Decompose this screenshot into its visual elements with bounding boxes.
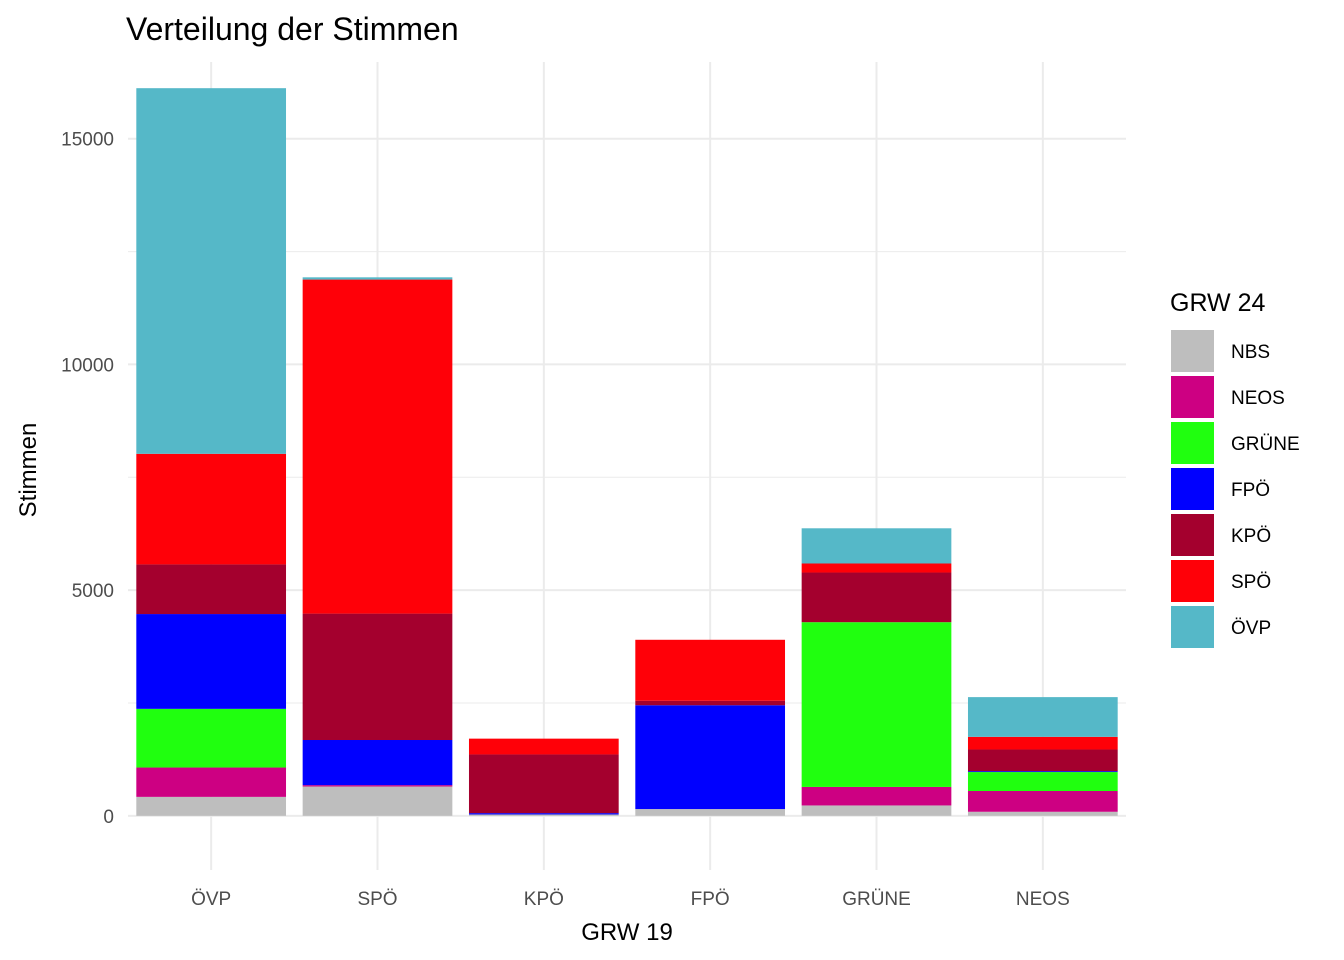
- bar-stack-neos: [967, 697, 1118, 816]
- bar-segment-spoe-fpoe: [302, 739, 453, 786]
- bar-segment-oevp-fpoe: [136, 614, 287, 709]
- bar-stack-fpoe: [635, 639, 786, 816]
- bar-stack-gruene: [801, 528, 952, 816]
- bar-segment-oevp-gruene: [136, 708, 287, 768]
- bar-segment-neos-nbs: [967, 811, 1118, 816]
- bar-segment-kpoe-kpoe: [468, 754, 619, 814]
- bar-segment-fpoe-fpoe: [635, 705, 786, 810]
- x-tick-label-oevp: ÖVP: [191, 889, 231, 910]
- legend-key-spoe: [1171, 560, 1214, 602]
- bar-segment-gruene-neos: [801, 786, 952, 806]
- bar-segment-neos-neos: [967, 791, 1118, 812]
- bar-segment-fpoe-kpoe: [635, 700, 786, 706]
- legend-label-fpoe: FPÖ: [1231, 480, 1270, 501]
- legend: GRW 24 NBS NEOS GRÜNE FPÖ KPÖ SPÖ ÖVP: [1170, 289, 1300, 648]
- legend-item-fpoe: FPÖ: [1171, 468, 1270, 510]
- y-tick-label-10000: 10000: [61, 355, 114, 376]
- bar-segment-oevp-spoe: [136, 453, 287, 565]
- legend-key-fpoe: [1171, 468, 1214, 510]
- x-tick-label-spoe: SPÖ: [357, 889, 397, 910]
- bar-segment-kpoe-nbs: [468, 814, 619, 816]
- bar-segment-gruene-spoe: [801, 563, 952, 573]
- x-axis-tick-labels: ÖVP SPÖ KPÖ FPÖ GRÜNE NEOS: [191, 889, 1070, 910]
- bar-segment-spoe-nbs: [302, 786, 453, 816]
- bar-segment-kpoe-fpoe: [468, 813, 619, 815]
- bar-segment-neos-fpoe: [967, 771, 1118, 773]
- x-tick-label-gruene: GRÜNE: [842, 889, 911, 910]
- bar-segment-neos-spoe: [967, 736, 1118, 750]
- bar-segment-oevp-neos: [136, 767, 287, 797]
- legend-label-kpoe: KPÖ: [1231, 526, 1271, 547]
- legend-item-gruene: GRÜNE: [1171, 422, 1300, 464]
- chart-title: Verteilung der Stimmen: [126, 11, 459, 47]
- legend-key-oevp: [1171, 606, 1214, 648]
- x-tick-label-neos: NEOS: [1016, 889, 1070, 910]
- bar-stack-oevp: [136, 88, 287, 816]
- legend-label-neos: NEOS: [1231, 388, 1285, 409]
- y-axis-tick-labels: 0 5000 10000 15000: [61, 130, 114, 828]
- legend-label-spoe: SPÖ: [1231, 572, 1271, 593]
- legend-label-gruene: GRÜNE: [1231, 434, 1300, 455]
- legend-item-neos: NEOS: [1171, 376, 1285, 418]
- x-tick-label-kpoe: KPÖ: [524, 889, 564, 910]
- y-tick-label-5000: 5000: [72, 581, 114, 602]
- legend-label-oevp: ÖVP: [1231, 618, 1271, 639]
- legend-label-nbs: NBS: [1231, 342, 1270, 363]
- y-axis-title: Stimmen: [15, 423, 42, 518]
- y-tick-label-15000: 15000: [61, 130, 114, 151]
- legend-key-neos: [1171, 376, 1214, 418]
- bars-layer: [136, 88, 1118, 816]
- bar-segment-oevp-kpoe: [136, 564, 287, 615]
- bar-stack-kpoe: [468, 738, 619, 816]
- x-axis-title: GRW 19: [581, 919, 673, 946]
- bar-segment-spoe-kpoe: [302, 613, 453, 740]
- bar-stack-spoe: [302, 277, 453, 816]
- bar-segment-gruene-oevp: [801, 528, 952, 564]
- legend-items: NBS NEOS GRÜNE FPÖ KPÖ SPÖ ÖVP: [1171, 330, 1300, 648]
- legend-title: GRW 24: [1170, 289, 1265, 317]
- legend-item-oevp: ÖVP: [1171, 606, 1271, 648]
- bar-segment-neos-kpoe: [967, 749, 1118, 772]
- legend-key-kpoe: [1171, 514, 1214, 556]
- bar-segment-spoe-spoe: [302, 279, 453, 614]
- legend-item-kpoe: KPÖ: [1171, 514, 1271, 556]
- bar-segment-spoe-oevp: [302, 277, 453, 280]
- bar-segment-neos-gruene: [967, 772, 1118, 792]
- bar-segment-gruene-gruene: [801, 622, 952, 787]
- legend-key-nbs: [1171, 330, 1214, 372]
- y-tick-label-0: 0: [103, 807, 114, 828]
- bar-segment-oevp-oevp: [136, 88, 287, 454]
- x-tick-label-fpoe: FPÖ: [691, 889, 730, 910]
- bar-segment-neos-oevp: [967, 697, 1118, 737]
- legend-key-gruene: [1171, 422, 1214, 464]
- legend-item-spoe: SPÖ: [1171, 560, 1271, 602]
- bar-segment-gruene-kpoe: [801, 572, 952, 623]
- bar-segment-kpoe-spoe: [468, 738, 619, 755]
- bar-segment-fpoe-nbs: [635, 809, 786, 816]
- bar-segment-oevp-nbs: [136, 796, 287, 816]
- bar-segment-fpoe-spoe: [635, 639, 786, 701]
- bar-segment-spoe-neos: [302, 785, 453, 787]
- bar-segment-gruene-nbs: [801, 805, 952, 816]
- legend-item-nbs: NBS: [1171, 330, 1270, 372]
